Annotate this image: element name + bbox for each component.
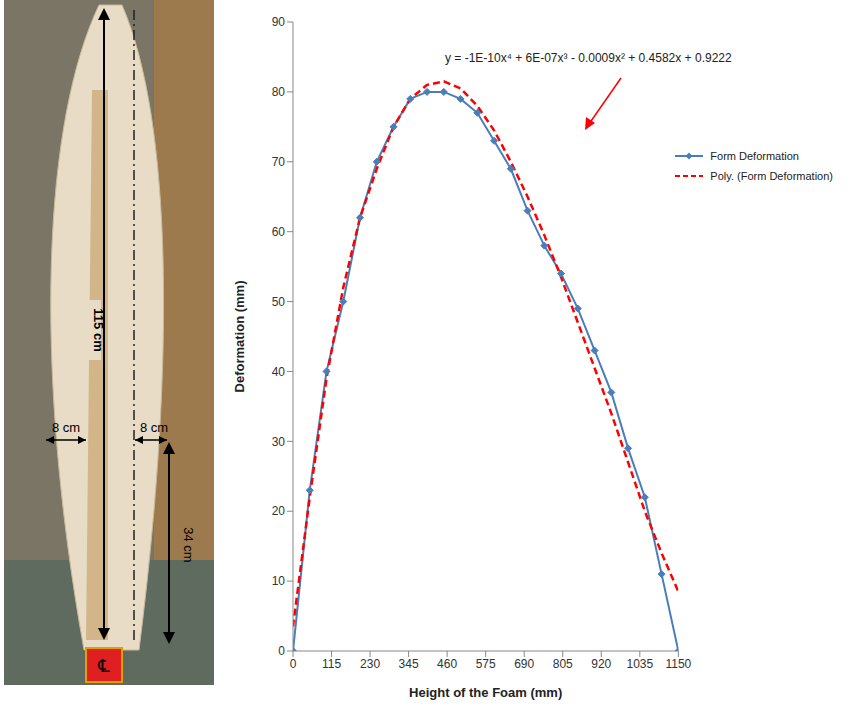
svg-text:60: 60 (272, 225, 286, 239)
svg-text:30: 30 (272, 435, 286, 449)
svg-text:805: 805 (553, 657, 573, 671)
svg-text:40: 40 (272, 365, 286, 379)
svg-text:8 cm: 8 cm (140, 420, 168, 435)
svg-text:50: 50 (272, 295, 286, 309)
svg-text:920: 920 (591, 657, 611, 671)
svg-text:Deformation (mm): Deformation (mm) (232, 281, 247, 393)
svg-text:10: 10 (272, 574, 286, 588)
svg-text:80: 80 (272, 85, 286, 99)
svg-text:1150: 1150 (665, 657, 691, 671)
svg-text:1035: 1035 (626, 657, 653, 671)
svg-text:8 cm: 8 cm (52, 420, 80, 435)
svg-text:70: 70 (272, 155, 286, 169)
svg-text:y = -1E-10x⁴ + 6E-07x³ - 0.000: y = -1E-10x⁴ + 6E-07x³ - 0.0009x² + 0.45… (445, 51, 732, 65)
svg-text:34 cm: 34 cm (181, 527, 196, 562)
svg-text:90: 90 (272, 15, 286, 29)
svg-text:Height of the Foam (mm): Height of the Foam (mm) (409, 685, 562, 700)
svg-text:690: 690 (514, 657, 534, 671)
svg-text:20: 20 (272, 504, 286, 518)
svg-text:0: 0 (290, 657, 297, 671)
svg-text:230: 230 (360, 657, 380, 671)
svg-text:345: 345 (399, 657, 419, 671)
svg-text:460: 460 (437, 657, 457, 671)
svg-text:575: 575 (476, 657, 496, 671)
svg-text:115: 115 (322, 657, 341, 671)
svg-text:0: 0 (278, 644, 285, 658)
html-text:Poly. (Form Deformation): Poly. (Form Deformation) (710, 170, 833, 182)
svg-text:℄: ℄ (97, 655, 110, 676)
html-text:Form Deformation: Form Deformation (710, 150, 799, 162)
svg-text:115 cm: 115 cm (91, 308, 106, 351)
